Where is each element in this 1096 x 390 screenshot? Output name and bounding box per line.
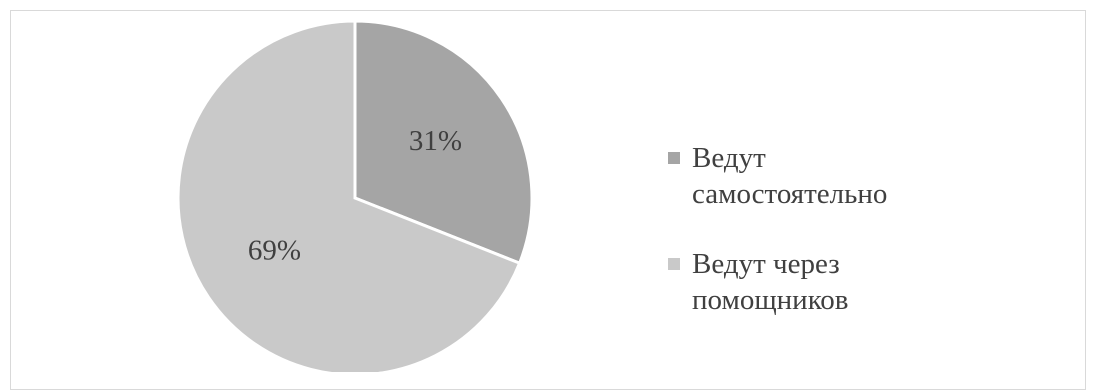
legend-swatch-self [668, 152, 680, 164]
legend-label-assistants: Ведут через помощников [692, 248, 849, 316]
legend-swatch-assistants [668, 258, 680, 270]
pie-slice-self [353, 19, 534, 266]
legend: Ведут самостоятельно Ведут через помощни… [668, 140, 968, 352]
pie-data-labels: 31% 69% [248, 125, 462, 266]
data-label-assistants: 69% [248, 234, 301, 266]
pie-slices [176, 19, 534, 372]
legend-label-self: Ведут самостоятельно [692, 142, 888, 210]
data-label-self: 31% [409, 125, 462, 157]
pie-slice-assistants [176, 19, 522, 372]
legend-item-assistants: Ведут через помощников [668, 246, 968, 318]
legend-item-self: Ведут самостоятельно [668, 140, 968, 212]
pie-chart: 31% 69% [176, 19, 534, 372]
